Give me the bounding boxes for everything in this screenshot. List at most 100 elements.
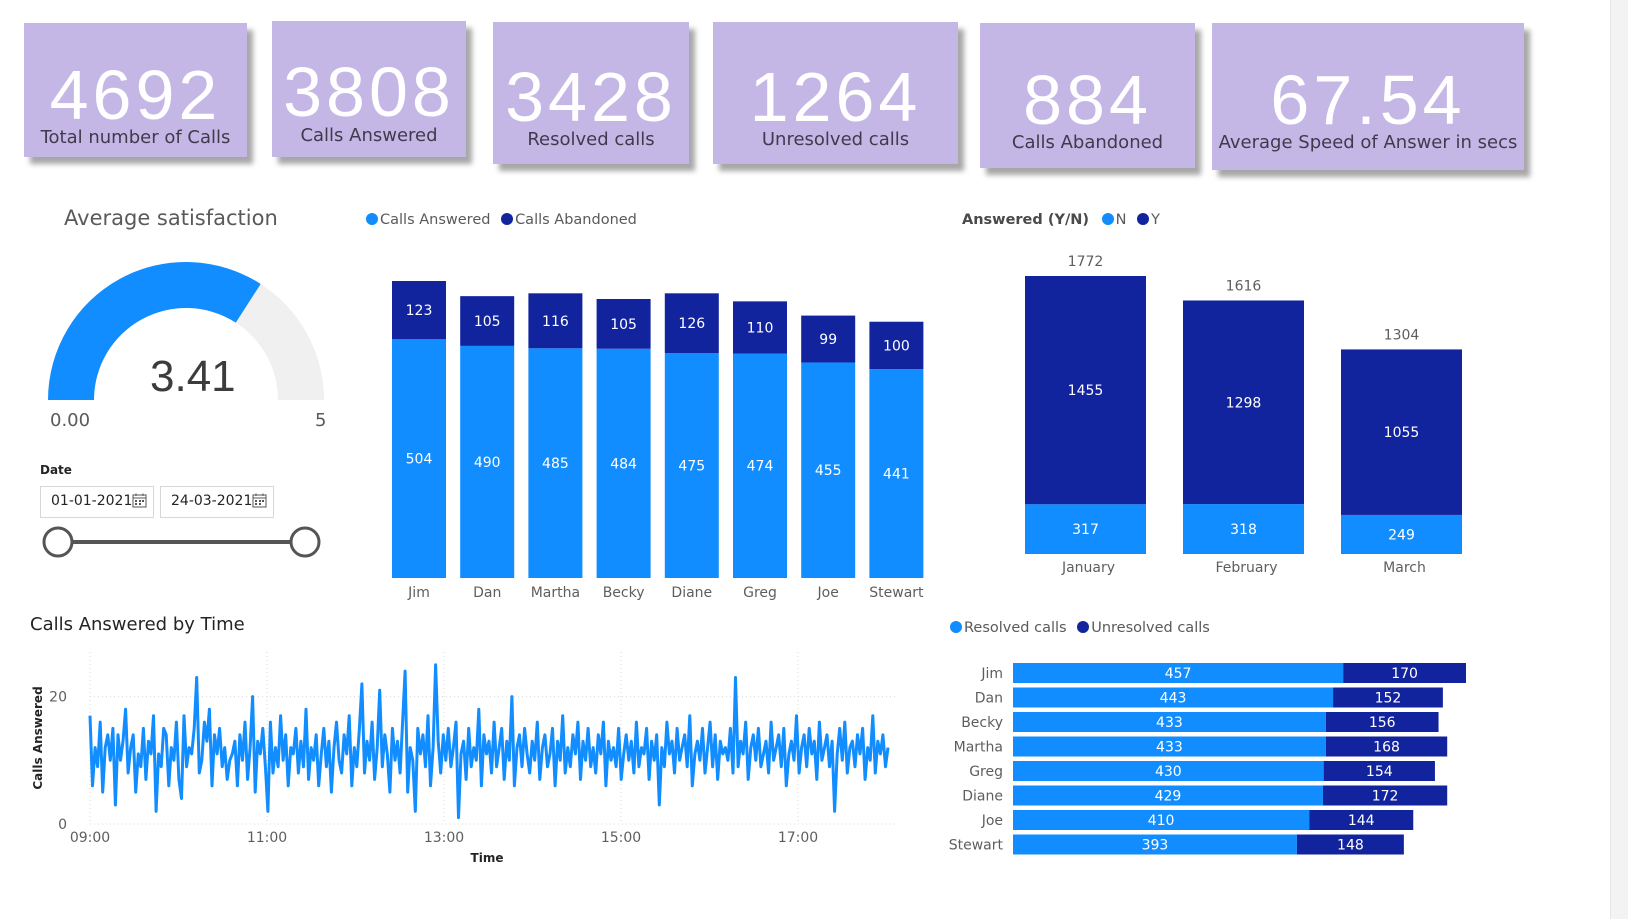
slider-start-handle[interactable] bbox=[42, 526, 74, 558]
x-tick-label: 17:00 bbox=[778, 830, 818, 846]
kpi-value: 67.54 bbox=[1270, 61, 1466, 139]
y-tick-label: Stewart bbox=[949, 838, 1004, 854]
data-label: 443 bbox=[1160, 691, 1187, 707]
bar-calls-abandoned bbox=[596, 299, 651, 349]
x-tick-label: Martha bbox=[531, 585, 580, 601]
kpi-label: Average Speed of Answer in secs bbox=[1218, 132, 1518, 153]
bar-resolved bbox=[1013, 736, 1326, 757]
total-label: 1616 bbox=[1226, 278, 1262, 294]
legend-label: Resolved calls bbox=[964, 620, 1067, 636]
end-date-input[interactable]: 24-03-2021 bbox=[160, 486, 274, 518]
data-label: 126 bbox=[678, 316, 705, 332]
data-label: 152 bbox=[1375, 691, 1402, 707]
x-tick-label: February bbox=[1215, 560, 1277, 576]
bar-calls-answered bbox=[869, 369, 924, 578]
kpi-card-calls-answered: 3808 Calls Answered bbox=[272, 21, 466, 157]
data-label: 172 bbox=[1372, 789, 1399, 805]
x-tick-label: Greg bbox=[743, 585, 777, 601]
x-tick-label: March bbox=[1383, 560, 1426, 576]
agent-chart-legend: Calls Answered Calls Abandoned bbox=[366, 212, 643, 228]
y-tick-label: Jim bbox=[980, 666, 1003, 682]
calendar-icon[interactable] bbox=[132, 493, 147, 508]
data-label: 1298 bbox=[1226, 395, 1262, 411]
legend-item-calls-abandoned[interactable]: Calls Abandoned bbox=[501, 212, 637, 228]
month-stacked-bar-chart: 317 1455 1772 January 318 1298 1616 February 249… bbox=[1025, 254, 1462, 576]
kpi-label: Unresolved calls bbox=[761, 129, 910, 150]
data-label: 455 bbox=[815, 463, 842, 479]
bar-calls-answered bbox=[801, 362, 856, 578]
data-label: 433 bbox=[1156, 740, 1183, 756]
data-label: 457 bbox=[1165, 666, 1192, 682]
legend-item-resolved[interactable]: Resolved calls bbox=[950, 620, 1067, 636]
y-tick-label: Becky bbox=[961, 715, 1003, 731]
legend-item-unresolved[interactable]: Unresolved calls bbox=[1077, 620, 1210, 636]
data-label: 144 bbox=[1348, 813, 1375, 829]
x-tick-label: 11:00 bbox=[247, 830, 287, 846]
kpi-card-resolved-calls: 3428 Resolved calls bbox=[493, 22, 689, 164]
y-tick-label: 0 bbox=[58, 817, 67, 833]
bar-unresolved bbox=[1325, 712, 1439, 732]
bar-calls-abandoned bbox=[801, 315, 856, 363]
end-date-value: 24-03-2021 bbox=[171, 493, 253, 509]
bar-resolved bbox=[1013, 712, 1326, 732]
data-label: 410 bbox=[1148, 813, 1175, 829]
bar-answered-n bbox=[1025, 504, 1146, 554]
data-label: 168 bbox=[1373, 740, 1400, 756]
kpi-card-total-calls: 4692 Total number of Calls bbox=[24, 23, 247, 157]
data-label: 474 bbox=[747, 459, 774, 475]
data-label: 441 bbox=[883, 467, 910, 483]
data-label: 318 bbox=[1230, 522, 1257, 538]
kpi-label: Total number of Calls bbox=[40, 127, 231, 148]
start-date-value: 01-01-2021 bbox=[51, 493, 133, 509]
legend-dot-icon bbox=[1077, 621, 1090, 633]
data-label: 485 bbox=[542, 456, 569, 472]
legend-dot-icon bbox=[1137, 213, 1150, 225]
bar-calls-answered bbox=[528, 348, 583, 578]
gauge-fill bbox=[48, 262, 261, 400]
y-tick-label: Greg bbox=[969, 764, 1003, 780]
x-tick-label: Jim bbox=[407, 585, 430, 601]
bar-unresolved bbox=[1309, 810, 1414, 830]
x-tick-label: Joe bbox=[817, 585, 839, 601]
y-axis-label: Calls Answered bbox=[31, 686, 45, 789]
start-date-input[interactable]: 01-01-2021 bbox=[40, 486, 154, 518]
data-label: 475 bbox=[678, 459, 705, 475]
kpi-card-calls-abandoned: 884 Calls Abandoned bbox=[980, 23, 1195, 168]
bar-calls-abandoned bbox=[733, 301, 787, 354]
date-slicer-label: Date bbox=[40, 463, 72, 477]
legend-dot-icon bbox=[366, 213, 378, 225]
vertical-scrollbar[interactable] bbox=[1610, 0, 1628, 919]
calendar-icon[interactable] bbox=[252, 493, 267, 508]
data-label: 249 bbox=[1388, 527, 1415, 543]
legend-dot-icon bbox=[1101, 213, 1114, 225]
bar-resolved bbox=[1013, 663, 1344, 683]
bar-calls-answered bbox=[733, 353, 787, 578]
slider-end-handle[interactable] bbox=[289, 526, 321, 558]
bar-answered-n bbox=[1341, 514, 1462, 554]
bar-answered-y bbox=[1025, 276, 1146, 505]
data-label: 490 bbox=[474, 455, 501, 471]
legend-item-y[interactable]: Y bbox=[1137, 212, 1160, 228]
x-axis-label: Time bbox=[471, 851, 504, 865]
legend-item-calls-answered[interactable]: Calls Answered bbox=[366, 212, 490, 228]
gauge-value: 3.41 bbox=[150, 352, 236, 401]
series-line bbox=[88, 663, 890, 820]
legend-item-n[interactable]: N bbox=[1101, 212, 1126, 228]
kpi-label: Resolved calls bbox=[527, 129, 655, 150]
date-range-slider[interactable] bbox=[36, 522, 336, 562]
kpi-card-average-speed: 67.54 Average Speed of Answer in secs bbox=[1212, 23, 1524, 170]
x-tick-label: Diane bbox=[671, 585, 712, 601]
bar-unresolved bbox=[1296, 834, 1404, 855]
bar-resolved bbox=[1013, 687, 1334, 708]
kpi-value: 3428 bbox=[505, 58, 677, 136]
y-tick-label: Martha bbox=[954, 740, 1003, 756]
data-label: 1455 bbox=[1068, 383, 1104, 399]
legend-label: Calls Answered bbox=[380, 212, 491, 228]
x-tick-label: Stewart bbox=[869, 585, 924, 601]
x-tick-label: Becky bbox=[603, 585, 645, 601]
bar-unresolved bbox=[1325, 736, 1448, 757]
agent-stacked-bar-chart: 504 123 Jim 490 105 Dan 485 116 Martha 484 105 Beck… bbox=[392, 281, 924, 601]
bar-calls-abandoned bbox=[869, 321, 924, 370]
data-label: 317 bbox=[1072, 522, 1099, 538]
kpi-value: 884 bbox=[1023, 61, 1152, 139]
